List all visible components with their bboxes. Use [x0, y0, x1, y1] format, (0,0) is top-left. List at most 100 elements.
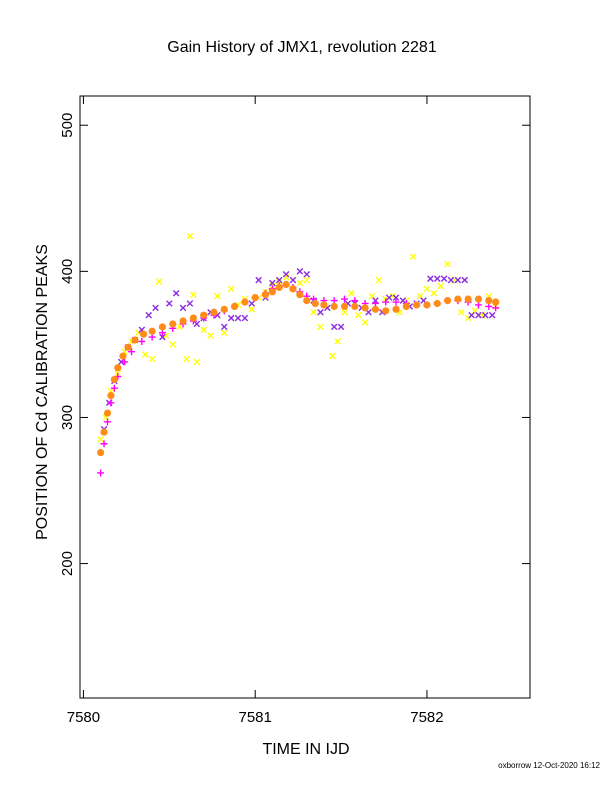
- data-point: [413, 301, 421, 309]
- data-point: [248, 306, 256, 313]
- data-point: [289, 285, 297, 293]
- data-point: [268, 288, 276, 296]
- data-point: [275, 283, 283, 292]
- data-point: [392, 294, 400, 301]
- data-point: [488, 311, 496, 319]
- data-point: [189, 314, 197, 322]
- data-point: [114, 364, 122, 372]
- data-point: [296, 268, 304, 275]
- data-point: [354, 311, 362, 319]
- data-point: [341, 308, 348, 316]
- data-point: [186, 300, 194, 307]
- data-point: [296, 279, 304, 287]
- data-point: [382, 307, 390, 315]
- data-point: [454, 295, 462, 303]
- data-point: [329, 352, 336, 360]
- y-axis-ticks: 200 300 400 500: [59, 113, 530, 576]
- data-point: [409, 253, 417, 261]
- data-point: [334, 338, 341, 345]
- data-point: [214, 292, 221, 300]
- data-point: [103, 418, 111, 426]
- data-point: [251, 294, 259, 302]
- data-point: [103, 409, 112, 417]
- data-point: [193, 320, 201, 328]
- data-point: [340, 302, 349, 311]
- data-point: [320, 301, 328, 309]
- data-point: [443, 296, 452, 305]
- data-point: [317, 308, 324, 316]
- data-point: [261, 291, 270, 299]
- data-point: [186, 232, 194, 240]
- data-point: [155, 278, 163, 285]
- data-point: [158, 323, 167, 331]
- data-point: [454, 276, 462, 284]
- chart-title: Gain History of JMX1, revolution 2281: [167, 39, 437, 56]
- data-point: [303, 270, 311, 278]
- data-point: [303, 276, 311, 284]
- data-point: [399, 297, 407, 304]
- data-point: [100, 428, 108, 436]
- y-tick-label: 300: [59, 405, 76, 430]
- data-point: [482, 311, 489, 319]
- data-point: [330, 302, 338, 311]
- data-point: [227, 285, 235, 293]
- data-point: [248, 300, 256, 307]
- data-point: [200, 311, 208, 319]
- data-point: [169, 341, 177, 348]
- x-axis-label: TIME IN IJD: [262, 741, 349, 758]
- data-point: [131, 336, 139, 344]
- data-point: [119, 352, 127, 360]
- data-point: [341, 295, 349, 303]
- data-point: [275, 278, 283, 285]
- data-point: [124, 343, 132, 351]
- data-point: [458, 308, 465, 316]
- x-tick-label: 7581: [239, 709, 272, 726]
- data-point: [310, 308, 317, 316]
- data-point: [200, 326, 207, 334]
- data-point: [269, 279, 276, 287]
- data-point: [169, 320, 177, 328]
- data-point: [392, 305, 400, 313]
- data-point: [128, 348, 136, 356]
- data-point: [461, 276, 469, 284]
- data-point: [141, 351, 149, 358]
- data-point: [468, 311, 475, 319]
- data-point: [423, 301, 431, 309]
- x-tick-label: 7582: [410, 709, 443, 726]
- data-point: [159, 333, 166, 341]
- data-point: [207, 332, 214, 339]
- data-point: [162, 332, 170, 339]
- data-point: [440, 275, 448, 282]
- data-point: [138, 337, 146, 345]
- data-point: [361, 319, 369, 326]
- data-point: [296, 291, 304, 299]
- data-point: [474, 295, 483, 303]
- data-point: [172, 289, 180, 297]
- data-point: [433, 275, 441, 282]
- data-point: [97, 448, 105, 457]
- data-point: [330, 323, 338, 331]
- plot-frame: [79, 95, 531, 699]
- data-point: [139, 330, 148, 338]
- data-point: [430, 289, 438, 297]
- data-point: [303, 296, 311, 305]
- data-point: [348, 289, 355, 297]
- data-point: [148, 327, 156, 335]
- footer-stamp: oxborrow 12-Oct-2020 16:12: [498, 761, 600, 770]
- data-point: [444, 260, 451, 268]
- data-point: [464, 295, 472, 303]
- data-point: [176, 323, 183, 331]
- data-point: [190, 291, 197, 299]
- data-point: [227, 314, 235, 322]
- data-point: [311, 299, 319, 308]
- x-tick-label: 7580: [67, 709, 100, 726]
- series-3: [97, 280, 500, 457]
- data-point: [282, 270, 290, 278]
- data-point: [121, 358, 129, 366]
- data-point: [220, 329, 228, 337]
- data-point: [241, 314, 249, 322]
- data-point: [220, 323, 228, 331]
- data-point: [437, 282, 444, 290]
- data-point: [389, 292, 396, 300]
- data-point: [148, 355, 156, 363]
